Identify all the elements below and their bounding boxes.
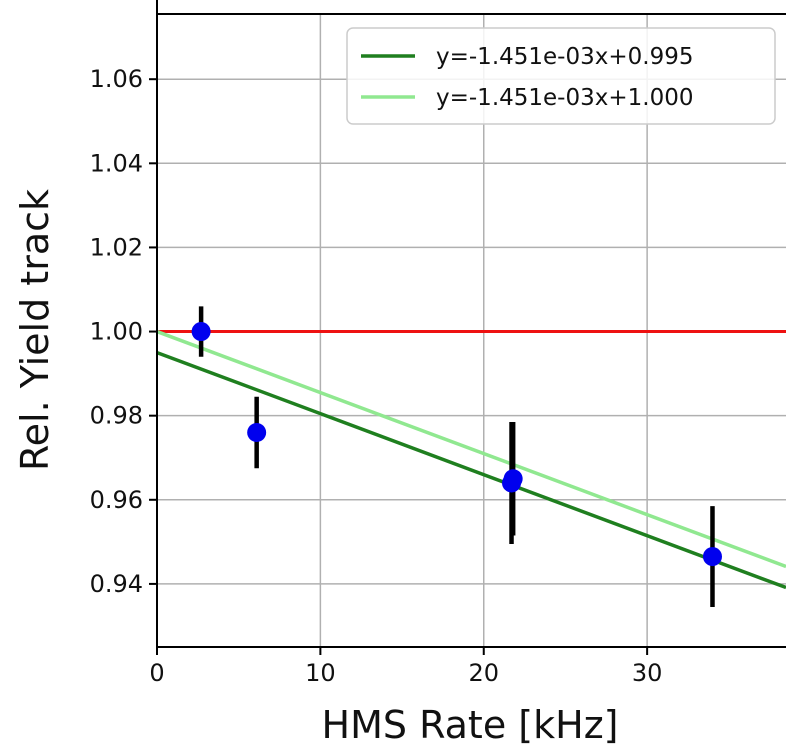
ticks-layer: 0 10 20 30 0.94 0.96 0.98 1.00 1.02 1.04 1.06 bbox=[90, 65, 663, 687]
legend-label: y=-1.451e-03x+0.995 bbox=[436, 44, 693, 70]
y-tick-label: 1.04 bbox=[90, 149, 143, 177]
legend-label: y=-1.451e-03x+1.000 bbox=[436, 85, 693, 111]
y-tick-label: 1.02 bbox=[90, 233, 143, 261]
data-point bbox=[247, 422, 267, 442]
plot-frame bbox=[156, 0, 786, 648]
x-tick-label: 30 bbox=[632, 659, 663, 687]
y-axis-label: Rel. Yield track bbox=[13, 189, 57, 471]
legend: y=-1.451e-03x+0.995 y=-1.451e-03x+1.000 bbox=[346, 27, 776, 125]
x-tick-label: 20 bbox=[468, 659, 499, 687]
legend-box bbox=[346, 27, 776, 125]
data-point bbox=[191, 322, 211, 342]
fit-line-2 bbox=[156, 329, 786, 569]
x-axis-label: HMS Rate [kHz] bbox=[322, 703, 619, 747]
data-points-layer bbox=[191, 322, 722, 567]
y-tick-label: 0.96 bbox=[90, 486, 143, 514]
data-point bbox=[702, 547, 722, 567]
y-tick-label: 1.06 bbox=[90, 65, 143, 93]
x-tick-label: 10 bbox=[305, 659, 336, 687]
x-tick-label: 0 bbox=[149, 659, 164, 687]
fit-lines-layer bbox=[156, 329, 786, 590]
fit-line-1 bbox=[156, 350, 786, 590]
y-tick-label: 1.00 bbox=[90, 318, 143, 346]
y-tick-label: 0.94 bbox=[90, 570, 143, 598]
data-point bbox=[503, 469, 523, 489]
y-tick-label: 0.98 bbox=[90, 402, 143, 430]
